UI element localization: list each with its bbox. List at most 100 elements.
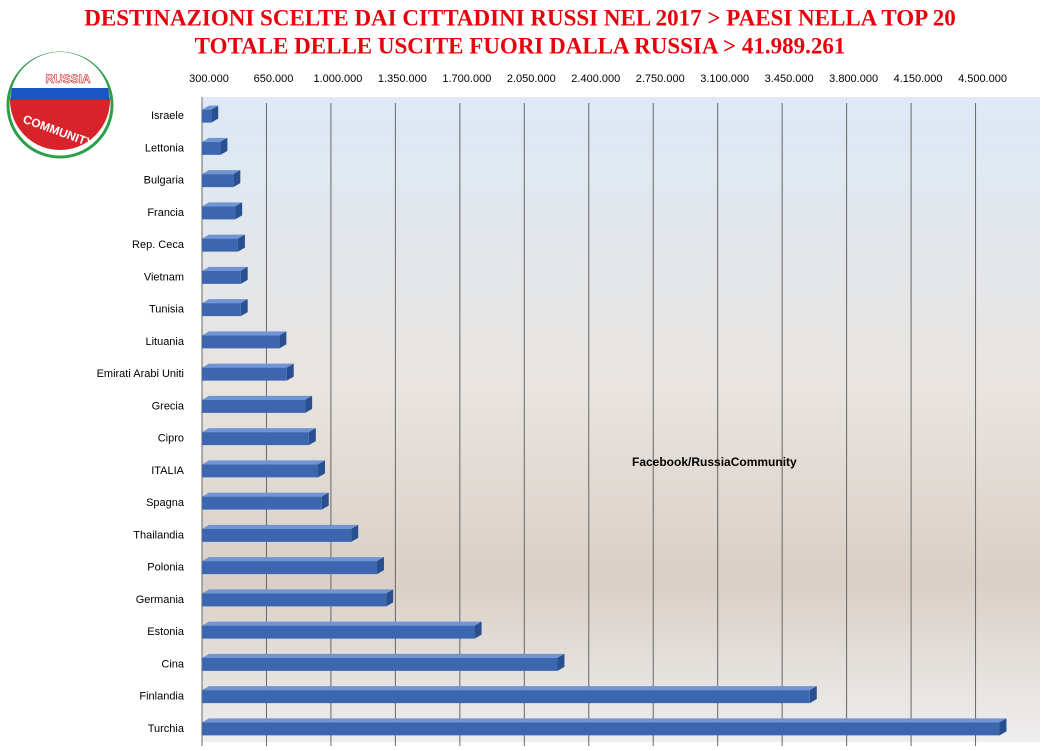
- bar-top: [202, 524, 359, 529]
- bar-top: [202, 299, 248, 304]
- x-tick-label: 4.150.000: [894, 73, 943, 85]
- y-tick-label: Lituania: [145, 336, 184, 348]
- bar-top: [202, 428, 316, 433]
- chart-title: DESTINAZIONI SCELTE DAI CITTADINI RUSSI …: [84, 5, 955, 30]
- bar: [202, 561, 377, 575]
- bar: [202, 496, 322, 510]
- bar-side: [220, 137, 228, 155]
- bar-top: [202, 266, 248, 271]
- logo-blue: [10, 88, 110, 100]
- bar-side: [233, 170, 241, 188]
- plot-background: [202, 97, 1040, 742]
- bar-side: [237, 234, 245, 252]
- x-tick-label: 650.000: [254, 73, 294, 85]
- bar: [202, 174, 234, 188]
- bar-side: [308, 428, 316, 446]
- bar-top: [202, 331, 287, 336]
- y-tick-label: Vietnam: [144, 271, 184, 283]
- bar: [202, 367, 287, 381]
- y-tick-label: Francia: [147, 207, 185, 219]
- x-tick-label: 1.350.000: [378, 73, 427, 85]
- y-tick-label: ITALIA: [151, 465, 184, 477]
- y-tick-label: Finlandia: [139, 691, 185, 703]
- y-tick-label: Thailandia: [133, 529, 185, 541]
- bar: [202, 464, 319, 478]
- bar-side: [999, 718, 1007, 736]
- y-tick-label: Cina: [161, 658, 185, 670]
- y-tick-label: Polonia: [147, 562, 185, 574]
- logo-red: [10, 100, 110, 150]
- logo-white: [12, 52, 108, 88]
- x-tick-label: 2.050.000: [507, 73, 556, 85]
- bar: [202, 593, 387, 607]
- bar-side: [286, 363, 294, 381]
- bar-top: [202, 137, 228, 142]
- x-tick-label: 3.450.000: [765, 73, 814, 85]
- chart-subtitle: TOTALE DELLE USCITE FUORI DALLA RUSSIA >…: [195, 33, 846, 58]
- bar-side: [235, 202, 243, 220]
- x-tick-label: 2.750.000: [636, 73, 685, 85]
- x-tick-label: 4.500.000: [958, 73, 1007, 85]
- bar-top: [202, 170, 241, 175]
- y-tick-label: Turchia: [148, 723, 185, 735]
- y-tick-label: Cipro: [158, 433, 184, 445]
- bar: [202, 335, 280, 349]
- bar: [202, 303, 241, 317]
- y-tick-label: Emirati Arabi Uniti: [97, 368, 184, 380]
- x-tick-label: 300.000: [189, 73, 229, 85]
- bar-top: [202, 460, 326, 465]
- bar-side: [211, 105, 219, 123]
- bar: [202, 690, 810, 704]
- y-tick-label: Estonia: [147, 626, 185, 638]
- y-tick-label: Spagna: [146, 497, 185, 509]
- bar-top: [202, 492, 329, 497]
- bar-side: [318, 460, 326, 478]
- bar-side: [351, 524, 359, 542]
- bar-top: [202, 686, 817, 691]
- y-tick-label: Tunisia: [149, 304, 185, 316]
- bar-side: [240, 266, 248, 284]
- x-tick-label: 3.100.000: [700, 73, 749, 85]
- logo-text: RUSSIA: [45, 72, 91, 86]
- x-tick-label: 1.700.000: [442, 73, 491, 85]
- y-tick-label: Bulgaria: [144, 175, 185, 187]
- x-tick-label: 1.000.000: [313, 73, 362, 85]
- bar-top: [202, 234, 245, 239]
- bar-side: [321, 492, 329, 510]
- y-tick-label: Israele: [151, 110, 184, 122]
- bar: [202, 625, 475, 639]
- y-tick-label: Lettonia: [145, 142, 185, 154]
- bar: [202, 141, 221, 155]
- bar-side: [809, 686, 817, 704]
- bar-top: [202, 589, 394, 594]
- bar: [202, 657, 558, 671]
- bar: [202, 238, 238, 252]
- bar-side: [279, 331, 287, 349]
- bar-top: [202, 202, 243, 207]
- bar-top: [202, 653, 565, 658]
- y-tick-label: Germania: [136, 594, 185, 606]
- logo: RUSSIA COMMUNITY: [6, 51, 114, 159]
- bar-top: [202, 363, 294, 368]
- bar-side: [240, 299, 248, 317]
- bar-top: [202, 395, 313, 400]
- bar: [202, 528, 352, 542]
- bar-top: [202, 718, 1007, 723]
- bar-side: [305, 395, 313, 413]
- bar-top: [202, 621, 482, 626]
- annotation: Facebook/RussiaCommunity: [632, 455, 797, 469]
- bar: [202, 270, 241, 284]
- x-tick-label: 3.800.000: [829, 73, 878, 85]
- bar-top: [202, 105, 219, 110]
- bar-side: [557, 653, 565, 671]
- bar: [202, 432, 309, 446]
- bar: [202, 399, 306, 413]
- y-tick-label: Grecia: [152, 400, 185, 412]
- bar-side: [376, 557, 384, 575]
- x-tick-label: 2.400.000: [571, 73, 620, 85]
- bar-side: [474, 621, 482, 639]
- bar: [202, 206, 236, 220]
- bar: [202, 109, 212, 123]
